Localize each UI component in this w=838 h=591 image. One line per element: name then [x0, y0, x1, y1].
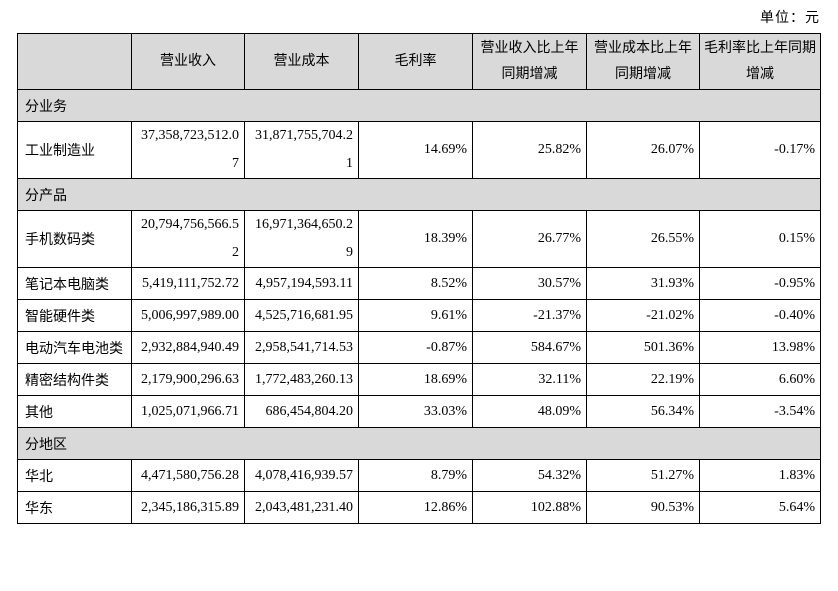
cell-cost-yoy: 90.53% [586, 491, 700, 524]
table-row: 精密结构件类 2,179,900,296.63 1,772,483,260.13 18… [17, 363, 821, 396]
cell-revenue: 1,025,071,966.71 [131, 395, 245, 428]
cell-gross-margin: -0.87% [358, 331, 473, 364]
cell-revenue: 4,471,580,756.28 [131, 459, 245, 492]
segment-performance-table: 营业收入 营业成本 毛利率 营业收入比上年同期增减 营业成本比上年同期增减 毛利… [17, 33, 821, 524]
table-row: 笔记本电脑类 5,419,111,752.72 4,957,194,593.11 8.… [17, 267, 821, 300]
cell-cost-yoy: -21.02% [586, 299, 700, 332]
cell-cost-yoy: 26.07% [586, 121, 700, 179]
cell-gross-margin: 18.39% [358, 210, 473, 268]
cell-gross-margin: 14.69% [358, 121, 473, 179]
cell-revenue: 37,358,723,512.07 [131, 121, 245, 179]
section-label: 分地区 [17, 427, 821, 460]
column-header-margin-yoy: 毛利率比上年同期增减 [699, 33, 821, 90]
row-label: 华北 [17, 459, 132, 492]
cell-revenue: 2,345,186,315.89 [131, 491, 245, 524]
cell-cost: 31,871,755,704.21 [244, 121, 359, 179]
cell-revenue-yoy: 54.32% [472, 459, 587, 492]
cell-revenue: 2,179,900,296.63 [131, 363, 245, 396]
cell-revenue-yoy: 102.88% [472, 491, 587, 524]
cell-margin-yoy: 5.64% [699, 491, 821, 524]
cell-cost: 4,525,716,681.95 [244, 299, 359, 332]
cell-revenue-yoy: 25.82% [472, 121, 587, 179]
cell-cost: 2,958,541,714.53 [244, 331, 359, 364]
cell-revenue: 20,794,756,566.52 [131, 210, 245, 268]
table-row: 华东 2,345,186,315.89 2,043,481,231.40 12.86%… [17, 491, 821, 524]
table-row: 智能硬件类 5,006,997,989.00 4,525,716,681.95 9.6… [17, 299, 821, 332]
unit-label: 单位：元 [760, 11, 820, 26]
cell-cost-yoy: 51.27% [586, 459, 700, 492]
cell-margin-yoy: -3.54% [699, 395, 821, 428]
column-header-blank [17, 33, 132, 90]
column-header-revenue-yoy: 营业收入比上年同期增减 [472, 33, 587, 90]
table-row: 电动汽车电池类 2,932,884,940.49 2,958,541,714.53-… [17, 331, 821, 364]
cell-margin-yoy: 0.15% [699, 210, 821, 268]
cell-cost-yoy: 26.55% [586, 210, 700, 268]
cell-gross-margin: 18.69% [358, 363, 473, 396]
section-row: 分产品 [17, 178, 821, 211]
cell-cost: 1,772,483,260.13 [244, 363, 359, 396]
section-label: 分产品 [17, 178, 821, 211]
cell-cost: 2,043,481,231.40 [244, 491, 359, 524]
cell-margin-yoy: 1.83% [699, 459, 821, 492]
cell-revenue-yoy: 30.57% [472, 267, 587, 300]
cell-revenue: 5,419,111,752.72 [131, 267, 245, 300]
row-label: 华东 [17, 491, 132, 524]
cell-cost-yoy: 56.34% [586, 395, 700, 428]
cell-cost-yoy: 31.93% [586, 267, 700, 300]
row-label: 其他 [17, 395, 132, 428]
row-label: 笔记本电脑类 [17, 267, 132, 300]
cell-gross-margin: 8.79% [358, 459, 473, 492]
cell-gross-margin: 12.86% [358, 491, 473, 524]
cell-cost: 4,957,194,593.11 [244, 267, 359, 300]
cell-cost: 16,971,364,650.29 [244, 210, 359, 268]
table-row: 其他 1,025,071,966.71 686,454,804.20 33.03% 48… [17, 395, 821, 428]
cell-cost: 4,078,416,939.57 [244, 459, 359, 492]
cell-cost: 686,454,804.20 [244, 395, 359, 428]
cell-margin-yoy: 6.60% [699, 363, 821, 396]
cell-margin-yoy: -0.17% [699, 121, 821, 179]
table-row: 手机数码类 20,794,756,566.52 16,971,364,650.29 1… [17, 210, 821, 268]
cell-revenue-yoy: 32.11% [472, 363, 587, 396]
row-label: 智能硬件类 [17, 299, 132, 332]
column-header-cost-yoy: 营业成本比上年同期增减 [586, 33, 700, 90]
section-row: 分业务 [17, 89, 821, 122]
cell-gross-margin: 33.03% [358, 395, 473, 428]
row-label: 电动汽车电池类 [17, 331, 132, 364]
cell-revenue-yoy: 48.09% [472, 395, 587, 428]
cell-margin-yoy: -0.40% [699, 299, 821, 332]
cell-revenue-yoy: 584.67% [472, 331, 587, 364]
cell-revenue-yoy: -21.37% [472, 299, 587, 332]
cell-gross-margin: 8.52% [358, 267, 473, 300]
cell-revenue: 2,932,884,940.49 [131, 331, 245, 364]
cell-cost-yoy: 22.19% [586, 363, 700, 396]
row-label: 手机数码类 [17, 210, 132, 268]
column-header-cost: 营业成本 [244, 33, 359, 90]
column-header-gross-margin: 毛利率 [358, 33, 473, 90]
cell-gross-margin: 9.61% [358, 299, 473, 332]
cell-revenue-yoy: 26.77% [472, 210, 587, 268]
cell-revenue: 5,006,997,989.00 [131, 299, 245, 332]
table-row: 工业制造业 37,358,723,512.07 31,871,755,704.21 1… [17, 121, 821, 179]
section-label: 分业务 [17, 89, 821, 122]
column-header-revenue: 营业收入 [131, 33, 245, 90]
row-label: 工业制造业 [17, 121, 132, 179]
cell-cost-yoy: 501.36% [586, 331, 700, 364]
table-row: 华北 4,471,580,756.28 4,078,416,939.57 8.79% 5… [17, 459, 821, 492]
section-row: 分地区 [17, 427, 821, 460]
cell-margin-yoy: -0.95% [699, 267, 821, 300]
cell-margin-yoy: 13.98% [699, 331, 821, 364]
row-label: 精密结构件类 [17, 363, 132, 396]
header-row: 营业收入 营业成本 毛利率 营业收入比上年同期增减 营业成本比上年同期增减 毛利… [17, 33, 821, 90]
